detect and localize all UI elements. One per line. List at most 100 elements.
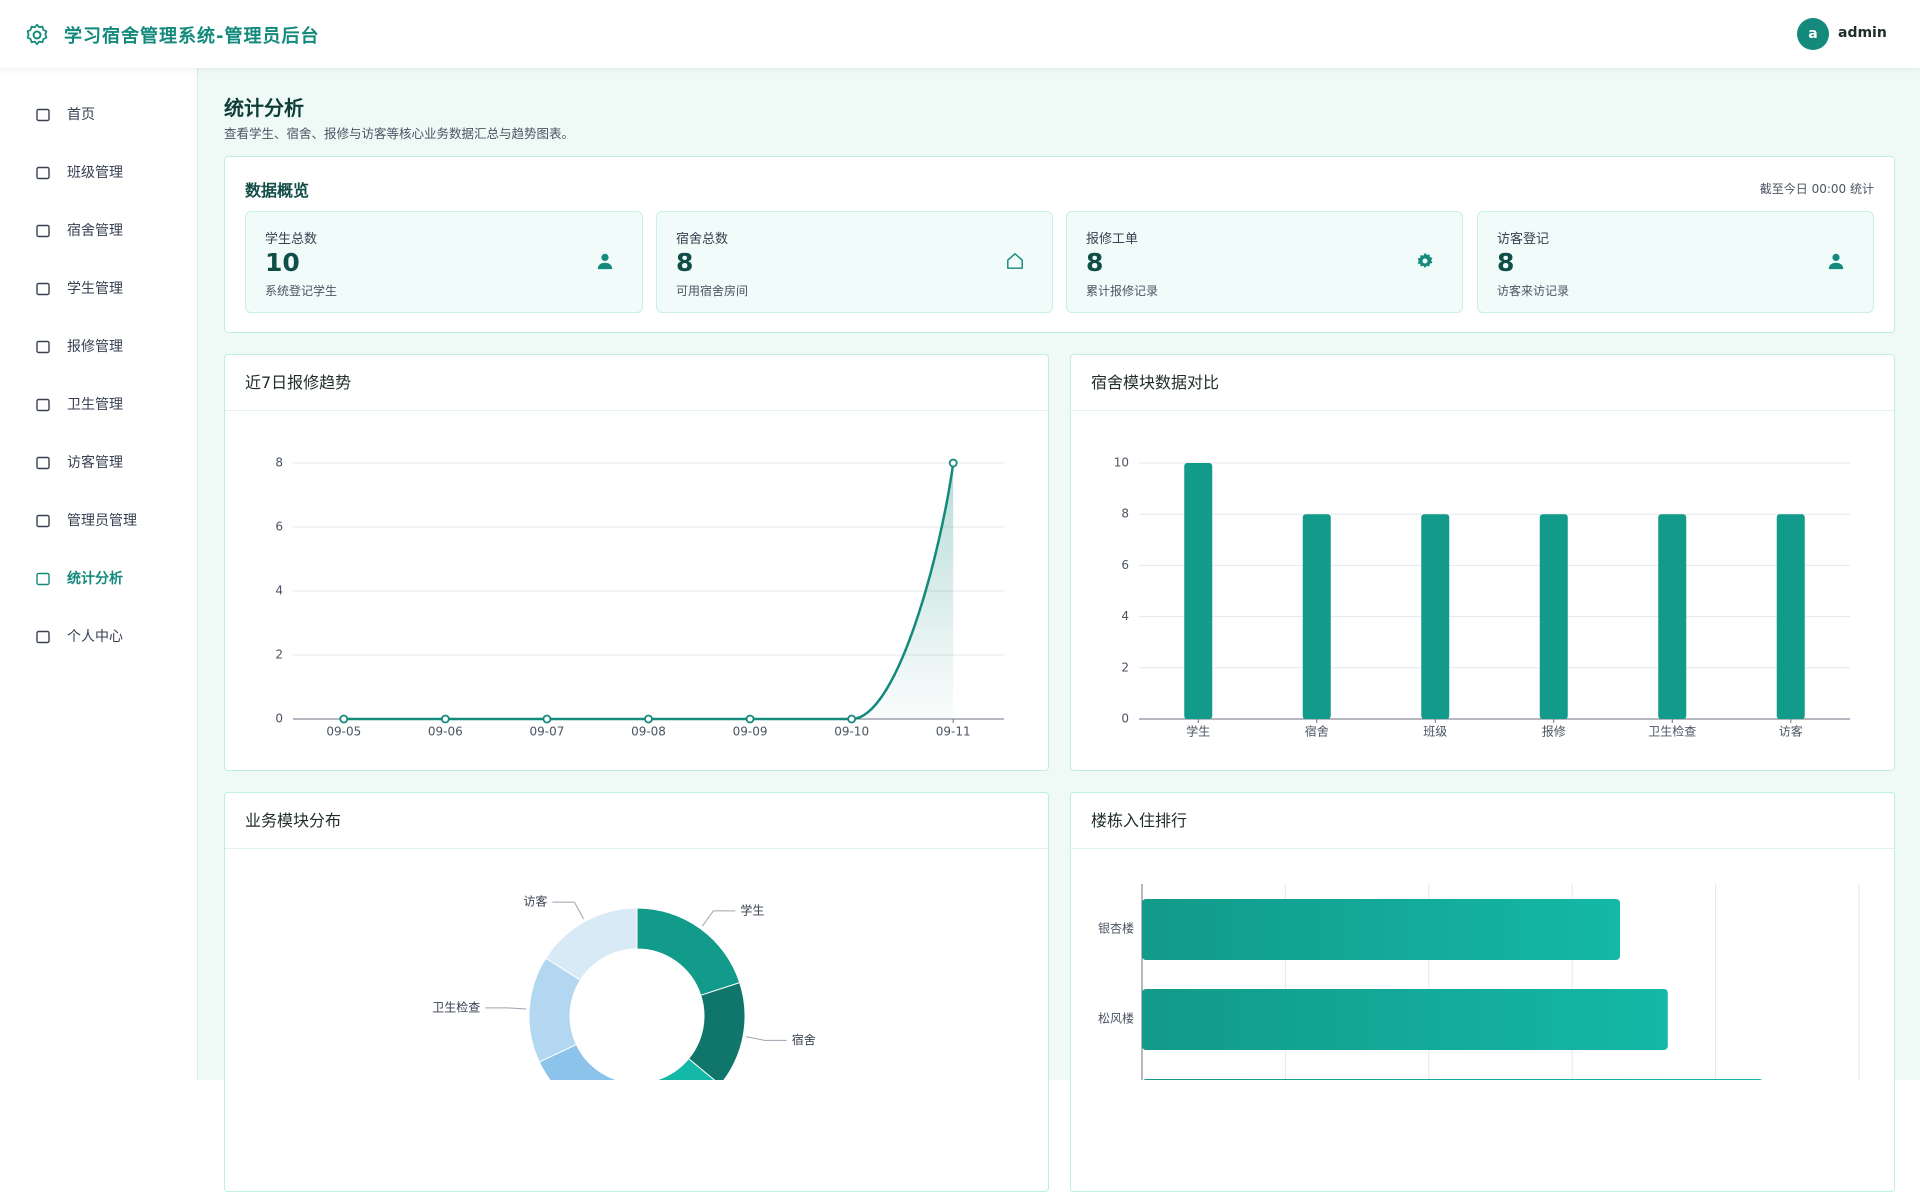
bar: [1776, 514, 1805, 719]
menu-item[interactable]: 个人中心: [0, 608, 198, 666]
x-tick-label: 09-09: [733, 725, 768, 739]
bar: [1142, 899, 1620, 960]
menu-item[interactable]: 报修管理: [0, 318, 198, 376]
x-tick-label: 宿舍: [1305, 724, 1329, 739]
stat-label: 访客登记: [1497, 232, 1550, 247]
chart-title: 楼栋入住排行: [1071, 793, 1894, 849]
x-tick-label: 报修: [1542, 724, 1566, 739]
menu-label[interactable]: 个人中心: [67, 629, 123, 645]
menu-icon: [36, 398, 50, 412]
y-tick-label: 2: [1121, 660, 1129, 674]
line-point: [542, 714, 552, 724]
menu-icon: [36, 282, 50, 296]
app-title: 学习宿舍管理系统-管理员后台: [64, 26, 320, 47]
x-tick-label: 09-05: [326, 725, 361, 739]
pie-slice: [636, 907, 741, 996]
menu-icon: [36, 630, 50, 644]
y-tick-label: 0: [1121, 712, 1129, 726]
y-tick-label: 10: [1114, 456, 1129, 470]
stat-label: 宿舍总数: [676, 232, 729, 247]
y-tick-label: 0: [275, 712, 283, 726]
avatar[interactable]: a: [1797, 18, 1829, 50]
line-point: [339, 714, 349, 724]
pie-slice: [545, 907, 638, 981]
pie-label: 卫生检查: [432, 999, 480, 1014]
user-name[interactable]: admin: [1838, 25, 1887, 41]
bar: [1539, 514, 1568, 719]
overview-card: 数据概览 截至今日 00:00 统计 学生总数 10 系统登记学生 宿舍总数 8…: [224, 156, 1895, 333]
stat-value: 10: [265, 248, 300, 277]
y-tick-label: 松风楼: [1098, 1011, 1134, 1026]
charts-layer: 0 2 4 6 8 09-05 09-06 09-07 09-08 09-09 09-10 09-11…: [275, 456, 1860, 1080]
chart-title: 业务模块分布: [225, 793, 1048, 849]
menu-item[interactable]: 访客管理: [0, 434, 198, 492]
menu-icon: [36, 572, 50, 586]
y-tick-label: 8: [275, 456, 283, 470]
menu-item[interactable]: 宿舍管理: [0, 202, 198, 260]
logo-icon: [26, 23, 48, 46]
menu-item[interactable]: 班级管理: [0, 144, 198, 202]
menu-label[interactable]: 管理员管理: [67, 513, 137, 529]
menu-icon: [36, 108, 50, 122]
page-title: 统计分析: [224, 96, 304, 120]
y-tick-label: 6: [1121, 558, 1129, 572]
overview-note: 截至今日 00:00 统计: [1759, 182, 1874, 196]
menu-icon: [36, 514, 50, 528]
menu-item[interactable]: 统计分析: [0, 550, 198, 608]
stat-icon: [1828, 253, 1844, 270]
line-area: [343, 463, 954, 719]
menu-label[interactable]: 宿舍管理: [67, 223, 123, 239]
menu-icon: [36, 340, 50, 354]
stat-label: 学生总数: [265, 232, 318, 247]
pie-label: 学生: [740, 902, 764, 917]
menu-item[interactable]: 管理员管理: [0, 492, 198, 550]
menu-label[interactable]: 班级管理: [67, 165, 123, 181]
menu-item[interactable]: 首页: [0, 86, 198, 144]
pie-slice: [687, 981, 746, 1080]
menu-item[interactable]: 卫生管理: [0, 376, 198, 434]
stat-value: 8: [1086, 248, 1104, 277]
leader-line: [701, 910, 736, 927]
stat-icon: [1417, 252, 1433, 269]
x-tick-label: 访客: [1779, 724, 1803, 739]
stat-value: 8: [676, 248, 694, 277]
menu-label[interactable]: 报修管理: [67, 339, 123, 355]
bar: [1184, 463, 1213, 719]
menu-label[interactable]: 统计分析: [67, 571, 123, 587]
x-tick-label: 卫生检查: [1648, 724, 1696, 739]
menu-label[interactable]: 学生管理: [67, 281, 123, 297]
stat-desc: 可用宿舍房间: [676, 284, 749, 298]
stat-icon: [1007, 253, 1023, 269]
line-point: [847, 714, 857, 724]
menu-icon: [36, 166, 50, 180]
x-tick-label: 09-11: [936, 725, 971, 739]
stat-card: 宿舍总数 8 可用宿舍房间: [656, 211, 1053, 313]
y-tick-label: 4: [275, 584, 283, 598]
stat-card: 学生总数 10 系统登记学生: [245, 211, 643, 313]
y-tick-label: 银杏楼: [1098, 921, 1134, 936]
sidebar: 首页班级管理宿舍管理学生管理报修管理卫生管理访客管理管理员管理统计分析个人中心: [0, 68, 198, 1080]
chart-title: 近7日报修趋势: [225, 355, 1048, 411]
menu-label[interactable]: 首页: [67, 107, 95, 123]
bar: [1421, 514, 1450, 719]
leader-line: [485, 1007, 527, 1010]
menu-label[interactable]: 访客管理: [67, 455, 123, 471]
overview-title: 数据概览: [245, 181, 310, 200]
y-tick-label: 8: [1121, 507, 1129, 521]
stat-label: 报修工单: [1086, 232, 1139, 247]
menu-icon: [36, 456, 50, 470]
x-tick-label: 学生: [1186, 724, 1210, 739]
menu-icon: [36, 224, 50, 238]
menu-item[interactable]: 学生管理: [0, 260, 198, 318]
page-subtitle: 查看学生、宿舍、报修与访客等核心业务数据汇总与趋势图表。: [224, 126, 575, 141]
menu-label[interactable]: 卫生管理: [67, 397, 123, 413]
leader-line: [745, 1036, 787, 1041]
line-point: [745, 714, 755, 724]
stat-value: 8: [1497, 248, 1515, 277]
x-tick-label: 09-08: [631, 725, 666, 739]
header: 学习宿舍管理系统-管理员后台 a admin: [0, 0, 1920, 68]
line-point: [948, 458, 958, 468]
line-point: [644, 714, 653, 724]
pie-slice: [655, 1058, 716, 1080]
